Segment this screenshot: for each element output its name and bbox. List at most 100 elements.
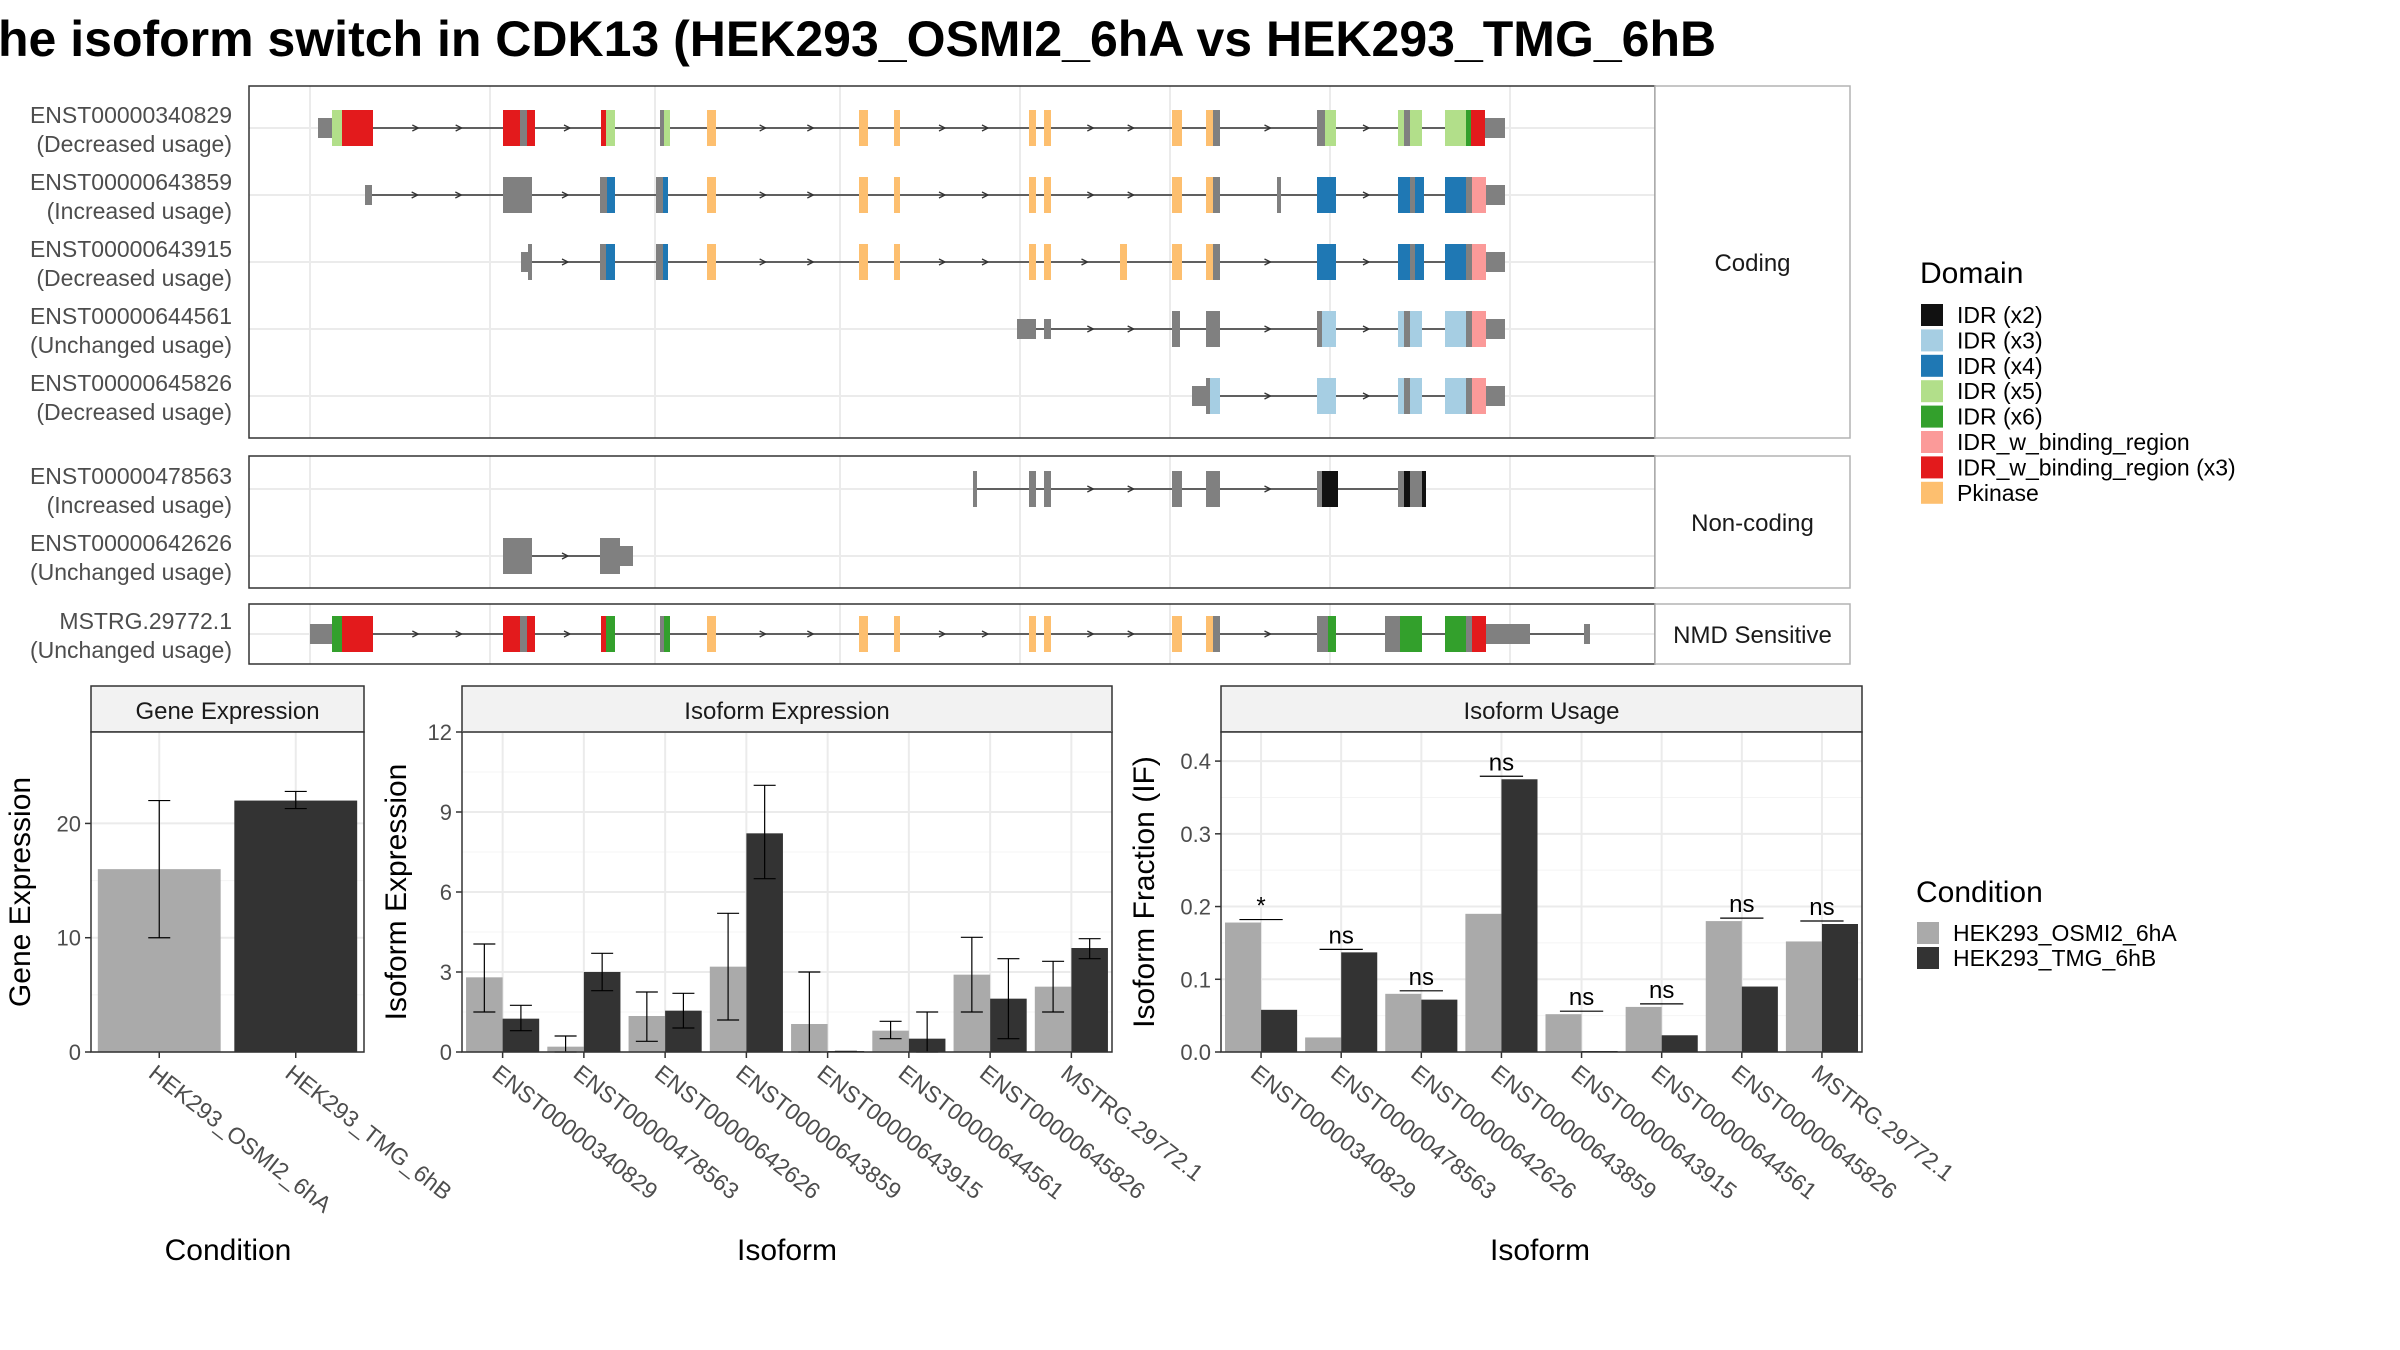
- panel-border: [1220, 731, 1863, 1053]
- exon: [1472, 616, 1486, 652]
- exon: [1445, 177, 1466, 213]
- intron-arrow: [455, 191, 463, 199]
- intron-arrow: [1264, 258, 1272, 266]
- exon: [1398, 471, 1404, 507]
- intron-arrow: [1127, 191, 1136, 199]
- exon: [527, 110, 535, 146]
- exon: [1044, 177, 1051, 213]
- exon: [1445, 244, 1466, 280]
- intron-arrow: [1264, 485, 1272, 493]
- exon: [664, 110, 670, 146]
- bar: [1785, 941, 1822, 1052]
- exon: [607, 177, 615, 213]
- bar: [872, 1030, 909, 1052]
- exon: [707, 110, 716, 146]
- exon: [332, 110, 342, 146]
- domain-legend-label: IDR_w_binding_region: [1957, 429, 2190, 455]
- transcript-track: ENST00000645826 (Decreased usage): [30, 370, 1505, 425]
- intron-arrow: [1362, 325, 1371, 333]
- intron-arrow: [1264, 325, 1272, 333]
- condition-legend-label: HEK293_TMG_6hB: [1953, 945, 2156, 971]
- transcript-id: ENST00000478563: [30, 463, 232, 489]
- error-bar: [717, 912, 740, 1021]
- exon: [1017, 319, 1036, 339]
- transcript-usage: (Unchanged usage): [30, 559, 232, 585]
- exon: [1044, 319, 1051, 339]
- exon: [1213, 110, 1220, 146]
- structure-panel-non-coding: Non-coding ENST00000478563 (Increased usag…: [30, 455, 1851, 589]
- transcript-id: ENST00000642626: [30, 530, 232, 556]
- bar: [1625, 1006, 1662, 1052]
- exon: [1486, 386, 1505, 406]
- transcript-id: ENST00000645826: [30, 370, 232, 396]
- exon: [1410, 110, 1422, 146]
- bar: [1305, 1037, 1342, 1052]
- facet-strip: [461, 685, 1113, 733]
- error-bar: [1078, 938, 1101, 960]
- x-axis-title: Condition: [165, 1234, 292, 1267]
- exon: [660, 616, 664, 652]
- intron-arrow: [938, 258, 947, 266]
- domain-legend-key: [1921, 405, 1943, 428]
- error-bar: [509, 1004, 532, 1032]
- exon: [1415, 177, 1424, 213]
- x-tick-label: MSTRG.29772.1: [1056, 1059, 1208, 1186]
- exon: [1172, 311, 1180, 347]
- exon: [1172, 616, 1182, 652]
- intron-arrow: [1127, 124, 1136, 132]
- bar: [1421, 999, 1458, 1052]
- y-tick-label: 0.3: [1180, 822, 1211, 847]
- exon: [1317, 311, 1322, 347]
- exon: [894, 110, 900, 146]
- bar: [1225, 922, 1262, 1052]
- exon: [1206, 244, 1213, 280]
- intron-arrow: [1087, 485, 1095, 493]
- exon: [1172, 177, 1182, 213]
- exon: [894, 177, 900, 213]
- exon: [503, 177, 532, 213]
- panel-border: [90, 731, 365, 1053]
- facet-strip-label: NMD Sensitive: [1673, 622, 1832, 649]
- exon: [601, 616, 606, 652]
- exon: [663, 244, 668, 280]
- exon: [1466, 311, 1472, 347]
- intron-arrow: [412, 630, 420, 638]
- domain-legend-label: IDR_w_binding_region (x3): [1957, 454, 2236, 480]
- intron-arrow: [561, 191, 570, 199]
- intron-arrow: [807, 258, 815, 266]
- y-tick-label: 9: [440, 800, 452, 825]
- error-bar: [148, 799, 171, 939]
- chart-isoform-usage: Isoform Usage * ns ns ns ns ns ns ns 0.0 0.1 0.2 0.3…: [1128, 685, 1959, 1267]
- facet-strip-label: Gene Expression: [135, 698, 319, 725]
- exon: [1044, 110, 1051, 146]
- bar: [1661, 1035, 1698, 1052]
- error-bar: [672, 992, 695, 1029]
- exon: [1044, 244, 1051, 280]
- intron-arrow: [981, 258, 990, 266]
- condition-legend-label: HEK293_OSMI2_6hA: [1953, 920, 2177, 946]
- exon: [1317, 177, 1336, 213]
- exon: [1466, 244, 1472, 280]
- domain-legend-key: [1921, 354, 1943, 377]
- exon: [1472, 177, 1486, 213]
- exon: [1472, 244, 1486, 280]
- transcript-id: MSTRG.29772.1: [59, 608, 232, 634]
- exon: [1466, 110, 1471, 146]
- intron-arrow: [938, 191, 947, 199]
- y-axis-title: Gene Expression: [4, 777, 37, 1007]
- exon: [1404, 471, 1410, 507]
- bar: [1501, 779, 1538, 1052]
- exon: [1410, 311, 1422, 347]
- y-tick-label: 12: [428, 720, 452, 745]
- chart-isoform-expression: Isoform Expression036912ENST00000340829E…: [380, 685, 1208, 1267]
- exon: [1213, 244, 1220, 280]
- intron-arrow: [759, 191, 768, 199]
- facet-strip: [1654, 85, 1851, 439]
- exon: [1486, 185, 1505, 205]
- domain-legend-label: IDR (x2): [1957, 302, 2043, 328]
- exon: [1172, 244, 1182, 280]
- exon: [1466, 378, 1472, 414]
- intron-arrow: [1127, 485, 1136, 493]
